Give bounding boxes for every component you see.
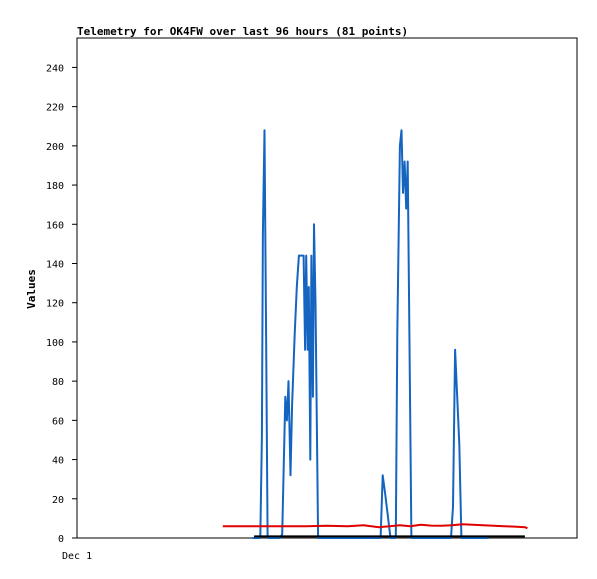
y-tick-label: 220 <box>46 103 64 114</box>
y-tick-label: 200 <box>46 142 64 153</box>
y-tick-label: 20 <box>52 495 64 506</box>
y-tick-label: 60 <box>52 416 64 427</box>
y-tick-label: 180 <box>46 181 64 192</box>
y-axis-label: Values <box>25 269 38 309</box>
y-tick-label: 240 <box>46 63 64 74</box>
series-line-1 <box>252 129 489 539</box>
chart-title: Telemetry for OK4FW over last 96 hours (… <box>77 25 408 38</box>
y-tick-label: 0 <box>58 534 64 545</box>
y-tick-label: 120 <box>46 299 64 310</box>
y-tick-label: 100 <box>46 338 64 349</box>
series-layer <box>222 129 528 539</box>
y-tick-label: 160 <box>46 220 64 231</box>
y-tick-label: 140 <box>46 259 64 270</box>
series-line-2 <box>222 523 528 530</box>
plot-area <box>76 37 578 539</box>
y-axis: 0 20 40 60 80 100 120 140 160 180 200 220 240 <box>46 63 77 545</box>
y-tick-label: 40 <box>52 456 64 467</box>
x-axis: Dec 1 <box>62 551 92 562</box>
x-tick-label: Dec 1 <box>62 551 92 562</box>
y-tick-label: 80 <box>52 377 64 388</box>
